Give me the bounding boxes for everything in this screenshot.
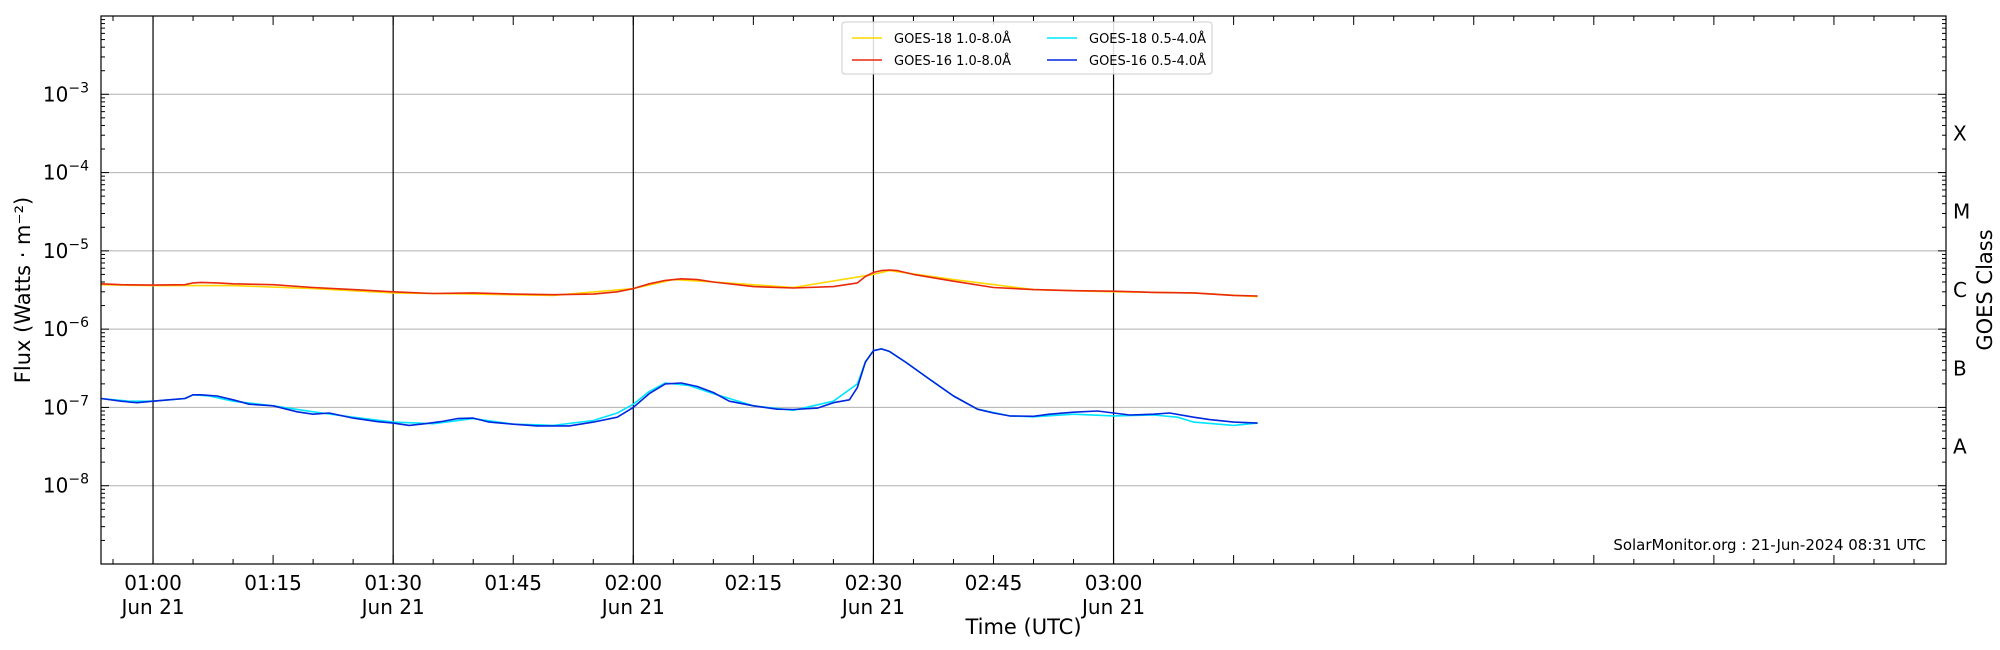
series-lines xyxy=(100,269,1258,427)
legend: GOES-18 1.0-8.0Å GOES-16 1.0-8.0Å GOES-18 … xyxy=(841,21,1213,75)
goes-class-axis-title: GOES Class xyxy=(1973,229,1997,350)
x-tick-label: 01:15 xyxy=(244,571,302,595)
legend-box xyxy=(841,21,1213,75)
x-axis-title: Time (UTC) xyxy=(964,615,1081,639)
y-tick-label: 10−8 xyxy=(43,472,89,498)
legend-entry: GOES-18 0.5-4.0Å xyxy=(1089,31,1206,47)
goes-class-labels: A B C M X xyxy=(1953,121,1970,458)
goes-class-label: M xyxy=(1953,200,1970,224)
x-tick-label: 01:30 xyxy=(364,571,422,595)
x-tick-label: 02:45 xyxy=(965,571,1023,595)
grid xyxy=(101,93,1946,487)
x-tick-date-label: Jun 21 xyxy=(600,595,665,619)
minor-ticks xyxy=(101,16,1946,565)
y-tick-label: 10−7 xyxy=(43,393,89,419)
credit-text: SolarMonitor.org : 21-Jun-2024 08:31 UTC xyxy=(1613,536,1926,554)
goes-class-label: X xyxy=(1953,121,1967,145)
series-line xyxy=(100,348,1258,427)
x-tick-label: 02:15 xyxy=(725,571,783,595)
y-tick-label: 10−3 xyxy=(43,80,89,106)
x-tick-label: 01:00 xyxy=(124,571,182,595)
y-tick-label: 10−5 xyxy=(43,237,89,263)
y-axis-title: Flux (Watts · m⁻²) xyxy=(11,197,35,383)
series-line xyxy=(100,269,1258,297)
legend-entry: GOES-16 1.0-8.0Å xyxy=(894,53,1011,69)
y-tick-label: 10−6 xyxy=(43,315,89,341)
x-tick-label: 02:00 xyxy=(604,571,662,595)
x-tick-date-label: Jun 21 xyxy=(119,595,184,619)
x-tick-label: 03:00 xyxy=(1085,571,1143,595)
x-tick-date-label: Jun 21 xyxy=(360,595,425,619)
y-axis-ticks: 10−8 10−7 10−6 10−5 10−4 10−3 xyxy=(43,80,89,497)
x-tick-date-label: Jun 21 xyxy=(840,595,905,619)
plot-frame xyxy=(100,15,1947,565)
day-vertical-lines xyxy=(152,16,1115,564)
x-tick-date-label: Jun 21 xyxy=(1080,595,1145,619)
x-tick-label: 01:45 xyxy=(484,571,542,595)
goes-class-label: B xyxy=(1953,356,1967,380)
legend-entry: GOES-18 1.0-8.0Å xyxy=(894,31,1011,47)
legend-entry: GOES-16 0.5-4.0Å xyxy=(1089,53,1206,69)
goes-class-label: C xyxy=(1953,278,1967,302)
y-tick-label: 10−4 xyxy=(43,159,89,185)
goes-class-label: A xyxy=(1953,435,1967,459)
x-tick-label: 02:30 xyxy=(845,571,903,595)
